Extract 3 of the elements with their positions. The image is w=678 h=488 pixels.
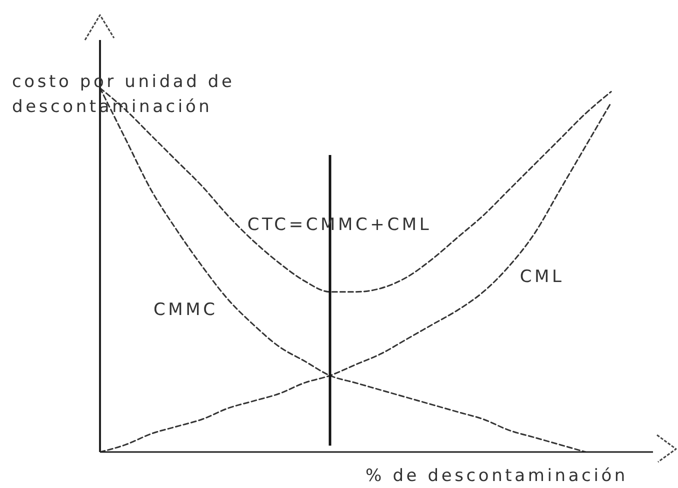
series-label: CMMC bbox=[154, 300, 218, 320]
series-label: CML bbox=[520, 267, 564, 288]
x-axis-title: % de descontaminación bbox=[366, 466, 628, 486]
